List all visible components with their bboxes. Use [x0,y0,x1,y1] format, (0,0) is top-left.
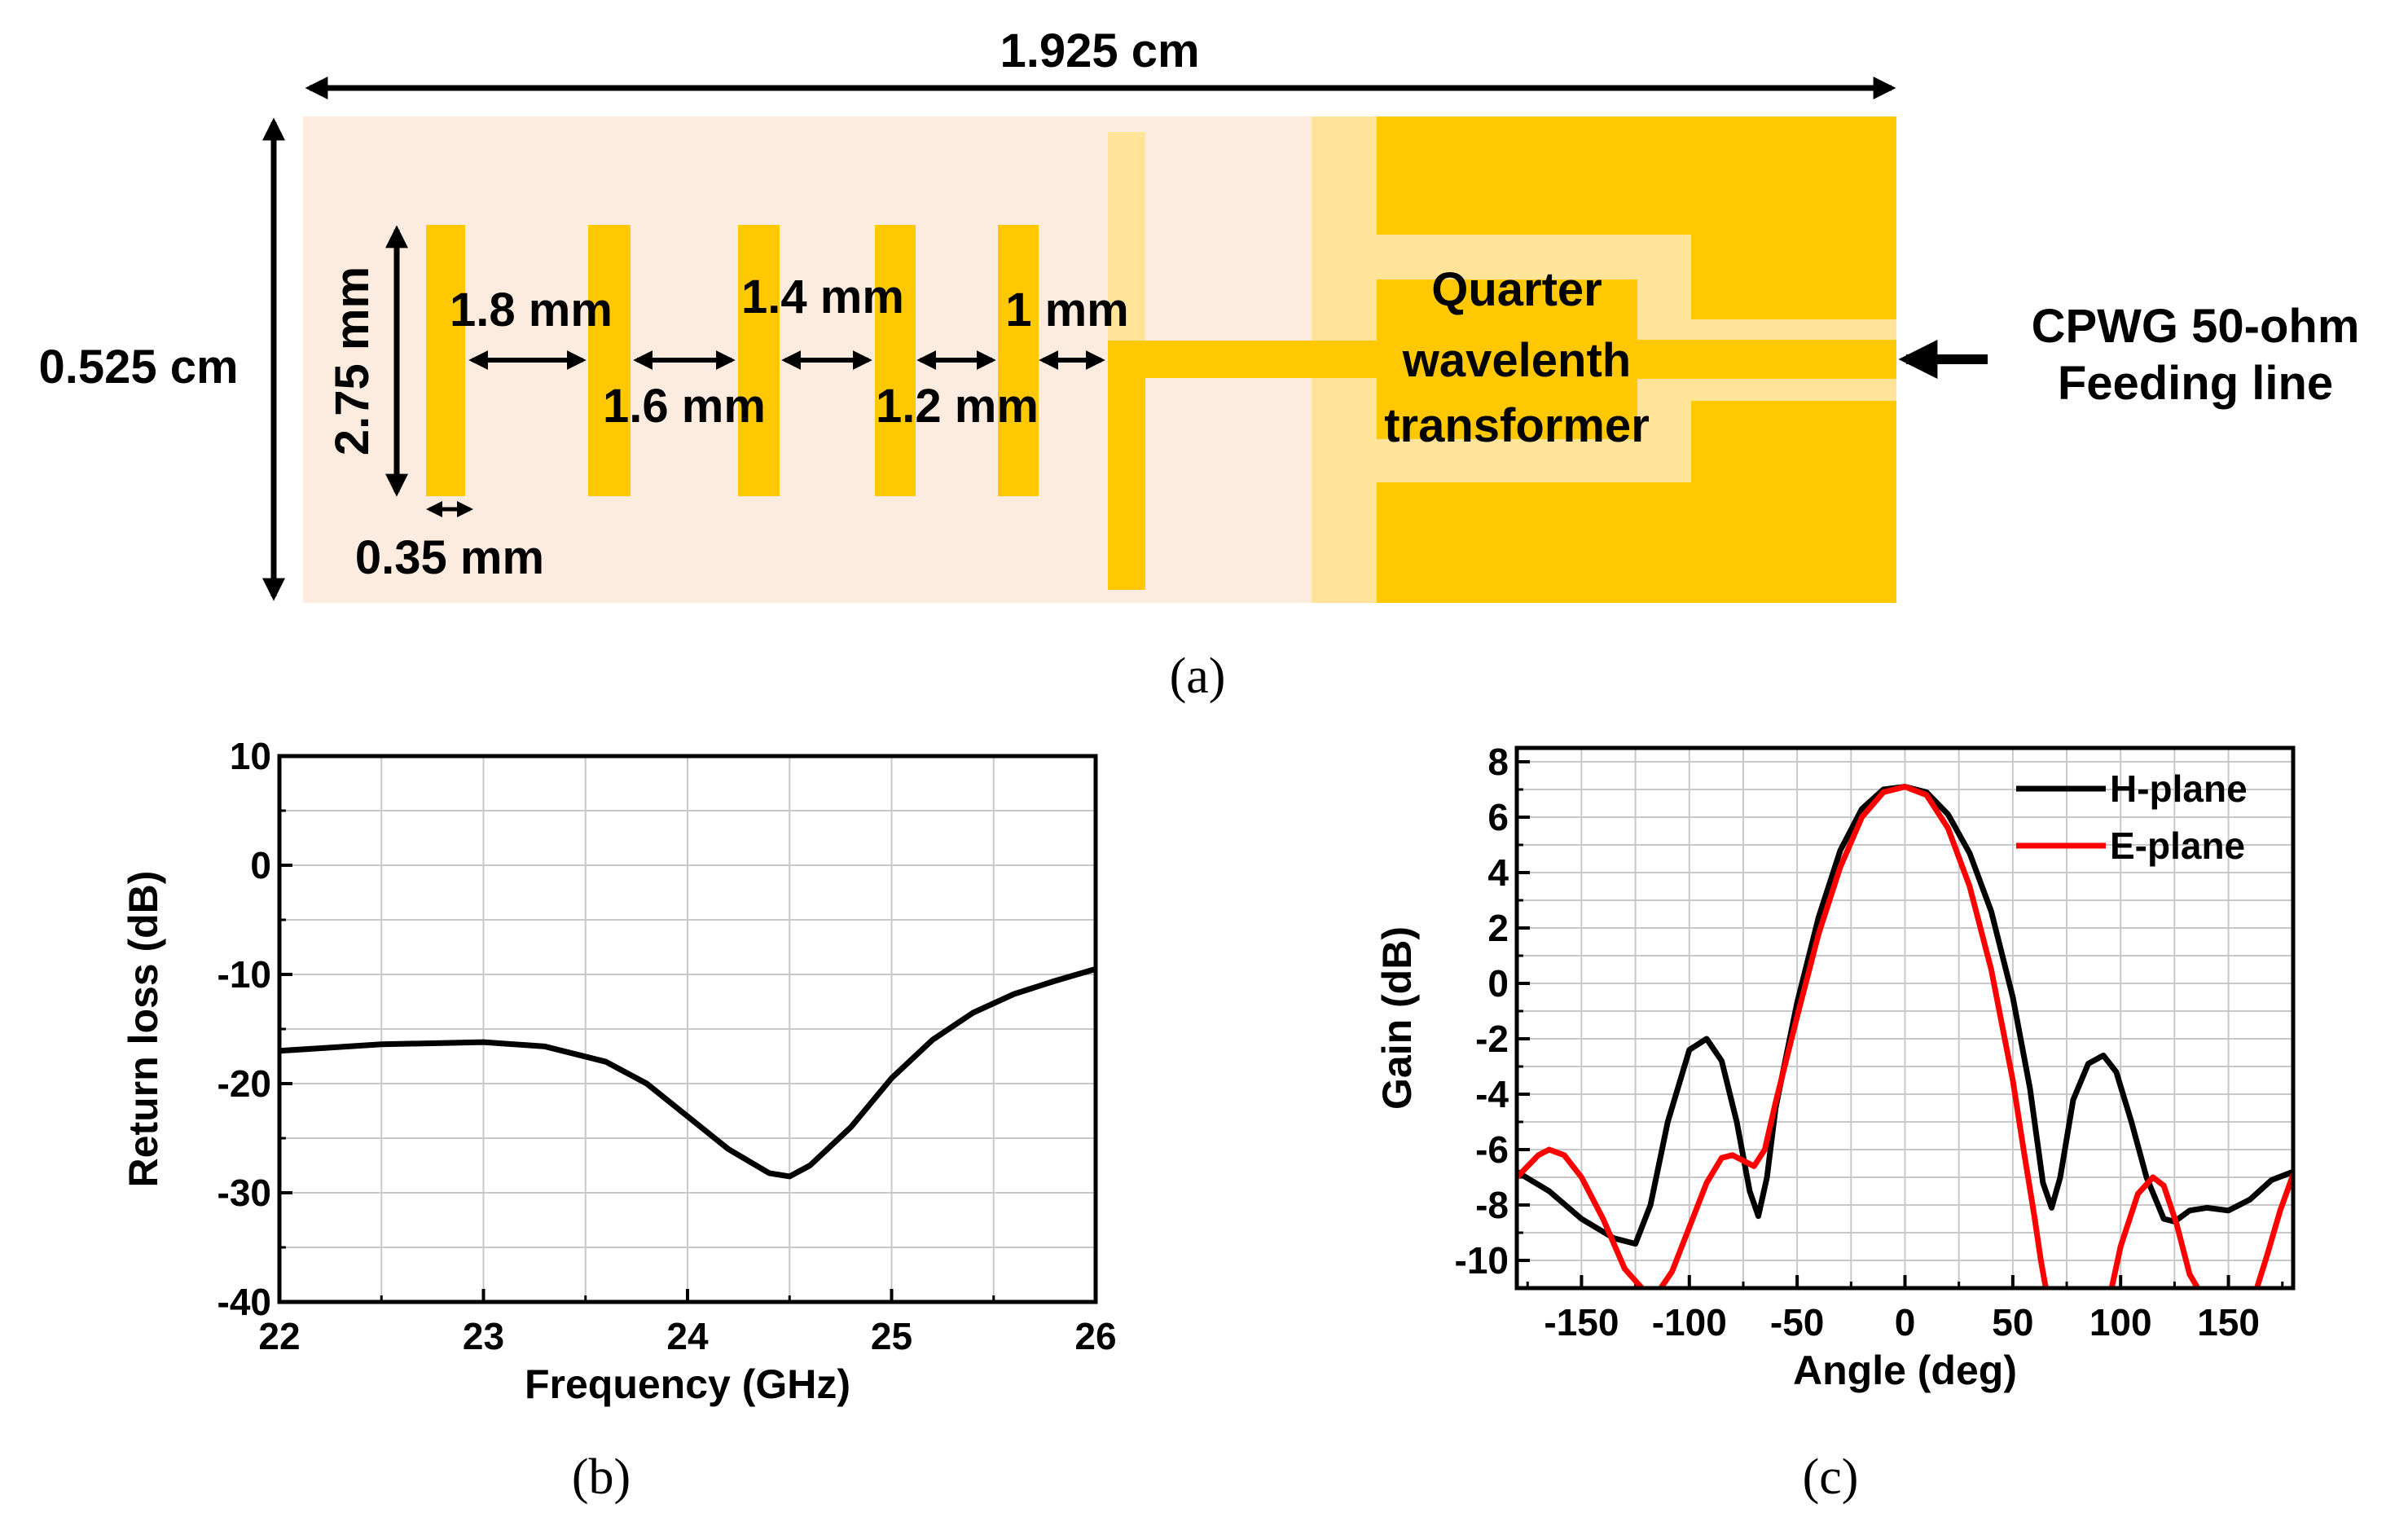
y-tick-label: 10 [230,735,271,777]
width-label: 0.525 cm [38,341,238,394]
caption-b: (b) [572,1449,631,1505]
driven-dipole-horizontal [1108,341,1381,378]
y-tick-label: 2 [1487,907,1509,949]
y-tick-label: 8 [1487,741,1509,783]
quarter-wave-transformer [1377,279,1637,439]
legend-label-e-plane: E-plane [2110,825,2245,867]
y-tick-label: -20 [218,1062,271,1105]
x-axis-label: Frequency (GHz) [525,1361,850,1407]
x-tick-label: 22 [258,1315,300,1357]
feed-label-line2: Feeding line [2058,357,2333,410]
y-axis-label: Gain (dB) [1374,926,1420,1110]
x-tick-label: 0 [1895,1301,1916,1343]
y-tick-label: -2 [1475,1018,1509,1060]
y-tick-label: -8 [1475,1184,1509,1226]
y-tick-label: -40 [218,1281,271,1323]
y-tick-label: 0 [1487,962,1509,1005]
director-1 [426,225,465,496]
legend-label-h-plane: H-plane [2110,767,2248,810]
y-axis-label: Return loss (dB) [121,871,166,1188]
ground-plane-lower [1377,401,1896,603]
gap4-label: 1.2 mm [876,380,1039,433]
x-tick-label: 26 [1074,1315,1116,1357]
feed-line [1629,340,1896,379]
panel-c-gain-chart: -150 -100 -50 0 50 100 150 8 6 4 2 0 -2 -4 -6 -8 -10 Angl… [1374,741,2296,1393]
series-line-h-plane [1517,784,2293,1247]
transformer-label-line2: wavelenth [1402,334,1631,387]
panel-b-return-loss-chart: 22 23 24 25 26 10 0 -10 -20 -30 -40 Frequency (GHz)… [121,735,1117,1407]
y-tick-label: -6 [1475,1128,1509,1171]
caption-c: (c) [1803,1449,1859,1505]
x-tick-label: -150 [1544,1301,1619,1343]
gap1-label: 1.8 mm [450,284,613,336]
x-tick-label: -100 [1652,1301,1727,1343]
director-5 [998,225,1039,496]
transformer-label-line3: transformer [1384,399,1650,452]
plot-frame [1514,745,2296,1291]
driven-dipole-vertical [1108,341,1145,590]
x-tick-label: 100 [2089,1301,2152,1343]
x-tick-label: 50 [1992,1301,2033,1343]
y-tick-label: 6 [1487,796,1509,838]
gap5-label: 1 mm [1005,284,1129,336]
x-tick-label: -50 [1770,1301,1824,1343]
y-tick-label: -30 [218,1172,271,1214]
ground-plane-upper [1377,117,1896,319]
x-tick-label: 24 [666,1315,709,1357]
y-tick-label: -10 [1455,1239,1509,1282]
x-tick-label: 25 [871,1315,912,1357]
feed-label-line1: CPWG 50-ohm [2032,300,2360,353]
director-width-label: 0.35 mm [355,531,544,584]
y-tick-label: -4 [1475,1073,1509,1115]
series-line-0 [279,965,1096,1180]
y-tick-label: -10 [218,953,271,996]
x-axis-label: Angle (deg) [1793,1348,2017,1393]
transformer-label-line1: Quarter [1431,263,1602,316]
gap3-label: 1.4 mm [741,270,904,323]
series-line-e-plane [1517,784,2293,1288]
plot-frame [277,754,1098,1304]
director-length-label: 2.75 mm [326,266,379,455]
director-2 [588,225,631,496]
caption-a: (a) [1170,649,1226,704]
length-label: 1.925 cm [1000,24,1199,77]
director-3 [738,225,780,496]
gap2-label: 1.6 mm [603,380,766,433]
y-tick-label: 0 [250,844,271,886]
director-4 [875,225,916,496]
panel-a-antenna-layout: 1.925 cm 0.525 cm 2.75 mm 0.35 mm 1.8 mm… [38,24,2359,704]
x-tick-label: 150 [2197,1301,2260,1343]
y-tick-label: 4 [1487,851,1509,894]
x-tick-label: 23 [463,1315,504,1357]
